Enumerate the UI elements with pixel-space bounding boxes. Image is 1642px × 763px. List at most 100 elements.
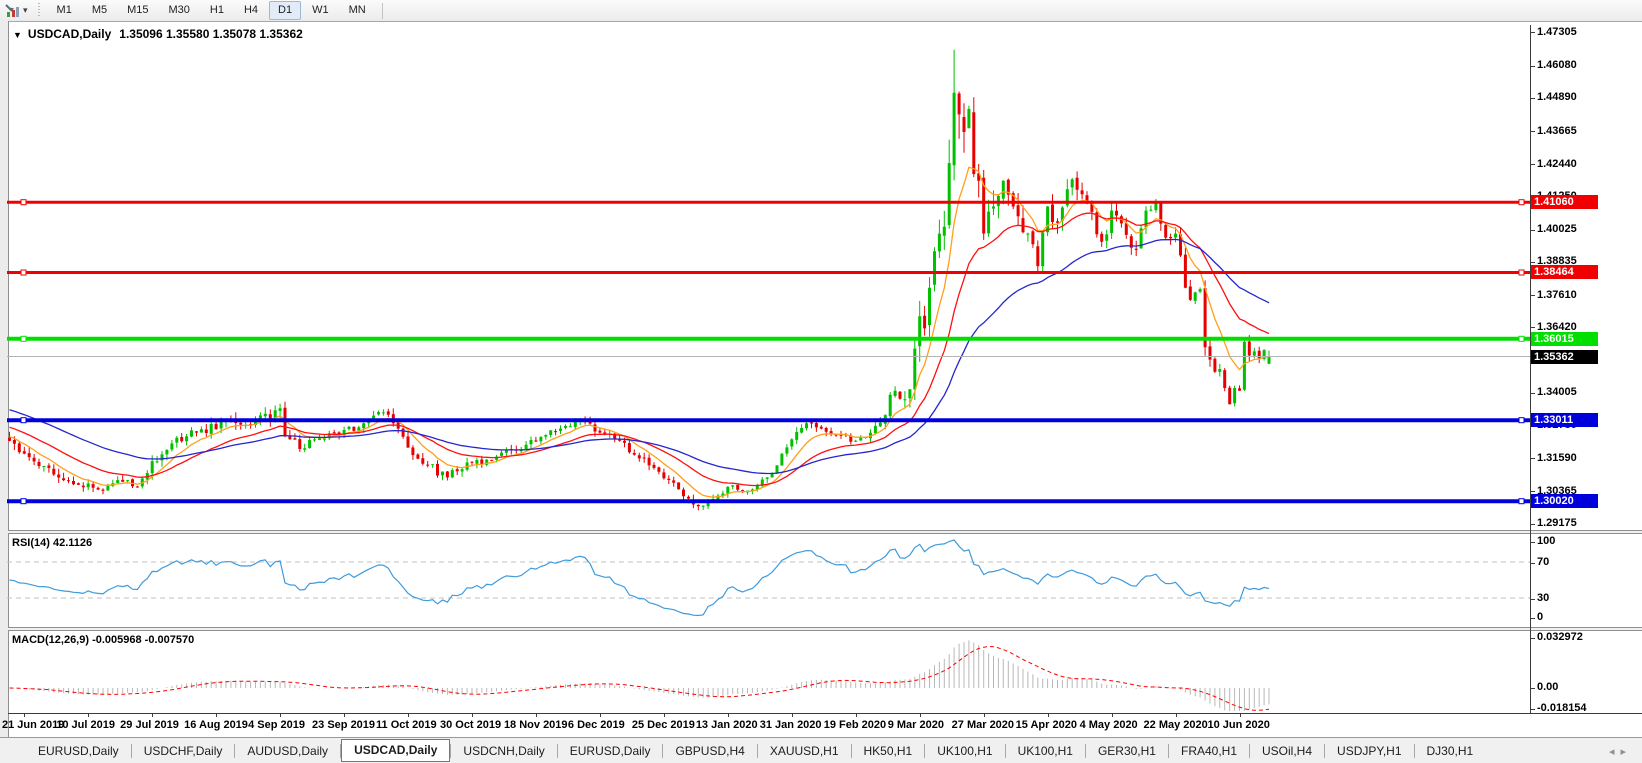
date-tick-mark <box>599 713 601 717</box>
date-tick-mark <box>791 713 793 717</box>
chart-tab-hk50-h1[interactable]: HK50,H1 <box>863 744 913 758</box>
rsi-tick-label: 100 <box>1537 535 1556 547</box>
price-tick-mark <box>1530 164 1535 166</box>
date-tick-label: 23 Sep 2019 <box>312 719 376 731</box>
price-tick-label: 1.31590 <box>1537 451 1577 464</box>
tab-divider <box>850 744 852 758</box>
hline-price-badge: 1.30020 <box>1531 494 1598 509</box>
date-tick-label: 4 May 2020 <box>1079 719 1138 731</box>
timeframe-button-m15[interactable]: M15 <box>127 4 149 16</box>
rsi-tick-label: 0 <box>1537 611 1544 623</box>
chart-tab-audusd-daily[interactable]: AUDUSD,Daily <box>247 744 329 758</box>
price-tick-mark <box>1530 97 1535 99</box>
price-tick-label: 1.38835 <box>1537 255 1577 268</box>
timeframe-button-h4[interactable]: H4 <box>243 4 259 16</box>
tab-divider <box>662 744 664 758</box>
price-tick-label: 1.34005 <box>1537 386 1577 399</box>
chart-tab-fra40-h1[interactable]: FRA40,H1 <box>1180 744 1238 758</box>
date-tick-label: 13 Jan 2020 <box>695 719 758 731</box>
date-tick-mark <box>855 713 857 717</box>
timeframe-button-mn[interactable]: MN <box>348 4 366 16</box>
price-tick-mark <box>1530 491 1535 493</box>
date-tick-label: 10 Jul 2019 <box>56 719 115 731</box>
price-tick-mark <box>1530 327 1535 329</box>
chart-menu-caret-icon[interactable]: ▼ <box>13 30 22 40</box>
price-axis-line <box>1530 25 1531 713</box>
macd-tick-mark <box>1530 708 1535 710</box>
chart-tab-xauusd-h1[interactable]: XAUUSD,H1 <box>769 744 839 758</box>
chart-tab-usdcnh-daily[interactable]: USDCNH,Daily <box>463 744 545 758</box>
price-tick-mark <box>1530 261 1535 263</box>
price-tick-label: 1.46080 <box>1537 59 1577 72</box>
toolbar: ▾ M1 M5 M15 M30 H1 H4 D1 W1 MN <box>0 0 1642 22</box>
timeframe-button-m30[interactable]: M30 <box>168 4 190 16</box>
tab-divider <box>1324 744 1326 758</box>
price-chart-canvas[interactable] <box>7 25 1530 530</box>
date-tick-mark <box>663 713 665 717</box>
rsi-tick-label: 30 <box>1537 592 1550 604</box>
macd-indicator-label: MACD(12,26,9) -0.005968 -0.007570 <box>12 634 195 646</box>
chart-title: ▼ USDCAD,Daily 1.35096 1.35580 1.35078 1.3… <box>13 27 303 41</box>
timeframe-button-d1[interactable]: D1 <box>269 1 302 20</box>
rsi-tick-mark <box>1530 562 1535 564</box>
price-tick-label: 1.43665 <box>1537 124 1577 137</box>
timeframe-button-m1[interactable]: M1 <box>56 4 72 16</box>
date-tick-mark <box>280 713 282 717</box>
date-tick-mark <box>1047 713 1049 717</box>
chart-tab-eurusd-daily[interactable]: EURUSD,Daily <box>569 744 651 758</box>
tab-divider <box>130 744 132 758</box>
timeframe-button-m5[interactable]: M5 <box>91 4 108 16</box>
date-tick-mark <box>471 713 473 717</box>
macd-chart-canvas[interactable] <box>7 632 1530 713</box>
date-tick-mark <box>1175 713 1177 717</box>
chart-tab-eurusd-daily[interactable]: EURUSD,Daily <box>38 744 119 758</box>
chart-tab-uk100-h1[interactable]: UK100,H1 <box>937 744 993 758</box>
chart-tab-uk100-h1[interactable]: UK100,H1 <box>1017 744 1073 758</box>
tools-dropdown-caret-icon[interactable]: ▾ <box>23 5 28 15</box>
timeframe-button-h1[interactable]: H1 <box>209 4 224 16</box>
tabs-nav: ◂▸ <box>1609 745 1632 758</box>
price-tick-label: 1.30365 <box>1537 484 1577 497</box>
tabs-scroll-left-icon[interactable]: ◂ <box>1608 745 1621 758</box>
toolbar-separator <box>381 2 383 19</box>
price-tick-mark <box>1530 131 1535 133</box>
date-tick-mark <box>152 713 154 717</box>
date-tick-mark <box>24 713 26 717</box>
toolbar-grip[interactable] <box>36 3 42 18</box>
price-tick-mark <box>1530 65 1535 67</box>
chart-tab-usdchf-daily[interactable]: USDCHF,Daily <box>143 744 223 758</box>
chart-tools-icon[interactable] <box>4 3 21 19</box>
tab-divider <box>756 744 758 758</box>
window-left-edge <box>0 21 9 737</box>
date-tick-label: 6 Dec 2019 <box>567 719 625 731</box>
chart-tab-usoil-h4[interactable]: USOil,H4 <box>1262 744 1313 758</box>
date-tick-mark <box>535 713 537 717</box>
chart-tab-gbpusd-h4[interactable]: GBPUSD,H4 <box>675 744 745 758</box>
date-tick-label: 30 Oct 2019 <box>439 719 502 731</box>
date-tick-label: 18 Nov 2019 <box>503 719 568 731</box>
chart-tab-dj30-h1[interactable]: DJ30,H1 <box>1426 744 1474 758</box>
panel-splitter[interactable] <box>8 627 1642 631</box>
chart-ohlc-values: 1.35096 1.35580 1.35078 1.35362 <box>119 27 303 41</box>
timeframe-button-w1[interactable]: W1 <box>312 4 329 16</box>
price-tick-mark <box>1530 392 1535 394</box>
price-tick-label: 1.36420 <box>1537 320 1577 333</box>
tab-divider <box>1249 744 1251 758</box>
tabs-scroll-right-icon[interactable]: ▸ <box>1620 745 1632 758</box>
chart-tab-ger30-h1[interactable]: GER30,H1 <box>1097 744 1156 758</box>
hline-price-badge: 1.38464 <box>1531 265 1598 280</box>
chart-tab-usdcad-daily[interactable]: USDCAD,Daily <box>341 738 451 762</box>
rsi-chart-canvas[interactable] <box>7 534 1530 627</box>
date-tick-label: 29 Jul 2019 <box>120 719 179 731</box>
chart-tab-usdjpy-h1[interactable]: USDJPY,H1 <box>1337 744 1402 758</box>
macd-tick-label: 0.032972 <box>1537 631 1583 643</box>
hline-price-badge: 1.33011 <box>1531 413 1598 428</box>
date-tick-mark <box>1239 713 1241 717</box>
date-tick-mark <box>216 713 218 717</box>
date-tick-mark <box>983 713 985 717</box>
rsi-tick-mark <box>1530 541 1535 543</box>
tab-divider <box>1167 744 1169 758</box>
panel-splitter[interactable] <box>8 530 1642 534</box>
chart-tabs-bar: EURUSD,Daily USDCHF,Daily AUDUSD,Daily USDC… <box>0 737 1642 763</box>
